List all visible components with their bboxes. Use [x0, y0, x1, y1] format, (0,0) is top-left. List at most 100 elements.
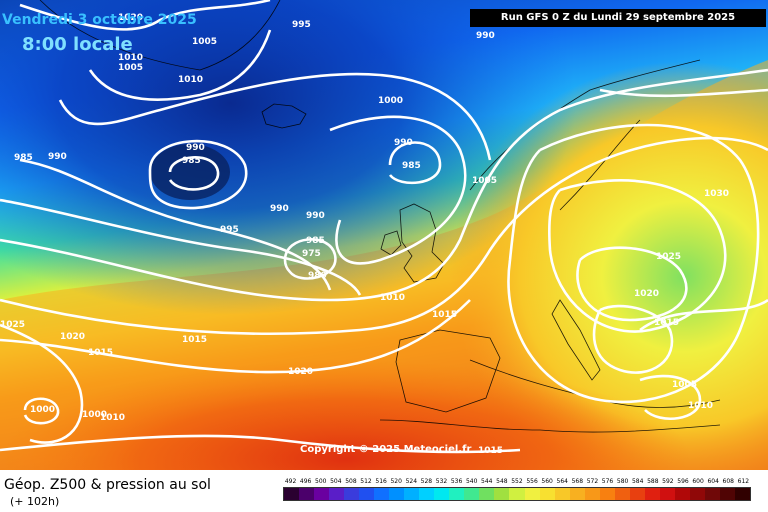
isobar-label: 990	[48, 152, 67, 162]
legend-value: 588	[647, 478, 659, 485]
legend-value: 564	[556, 478, 568, 485]
forecast-hour-label: (+ 102h)	[10, 495, 60, 508]
legend-swatch	[659, 488, 675, 500]
legend-swatch	[344, 488, 360, 500]
isobar-label: 1010	[178, 75, 203, 85]
legend-value: 500	[315, 478, 327, 485]
product-title: Géop. Z500 & pression au sol	[4, 477, 211, 493]
coast-british-isles	[399, 203, 445, 283]
isobar-label: 1000	[82, 410, 107, 420]
isobar-label: 1020	[288, 367, 313, 377]
isobar-1010-south	[0, 434, 521, 454]
legend-swatch	[449, 488, 465, 500]
isobar-980-low	[283, 238, 337, 280]
legend-swatch	[434, 488, 450, 500]
isobar-label: 985	[306, 236, 325, 246]
legend-swatch	[509, 488, 525, 500]
coast-iberia	[395, 329, 501, 413]
isobar-995-band	[0, 198, 362, 296]
isobar-1005-east	[639, 374, 702, 421]
isobar-label: 1015	[88, 348, 113, 358]
legend-swatch	[719, 488, 735, 500]
legend-value: 508	[345, 478, 357, 485]
legend-value: 496	[299, 478, 312, 485]
isobar-label: 1020	[60, 332, 85, 342]
legend-swatch	[284, 488, 300, 500]
legend-value: 600	[692, 478, 704, 485]
legend-value: 552	[511, 478, 523, 485]
isobars	[0, 0, 768, 452]
isobar-label: 985	[402, 161, 421, 171]
z500-hot-zone	[0, 250, 768, 470]
valid-time-title: 8:00 locale	[22, 34, 133, 55]
legend-value: 612	[737, 478, 750, 485]
legend-swatch	[554, 488, 570, 500]
legend-value: 560	[541, 478, 553, 485]
legend-swatch	[614, 488, 630, 500]
isobar-label: 990	[270, 204, 289, 214]
legend-value: 492	[284, 478, 297, 485]
legend-value: 608	[722, 478, 734, 485]
isobar-1000-azores	[23, 397, 60, 425]
isobar-1030-high	[507, 123, 760, 404]
legend-value: 592	[662, 478, 674, 485]
coast-africa	[379, 419, 721, 433]
isobar-label: 990	[306, 211, 325, 221]
isobar-1000-arc	[329, 115, 467, 265]
isobar-label: 1005	[192, 37, 217, 47]
legend-swatch	[464, 488, 480, 500]
isobar-label: 1010	[118, 53, 143, 63]
isobar-985-east	[388, 141, 442, 185]
isobar-label: 1010	[380, 293, 405, 303]
legend-value: 504	[330, 478, 342, 485]
coast-italy	[551, 299, 601, 381]
legend-swatch	[704, 488, 720, 500]
isobar-1020-top	[19, 0, 271, 31]
legend-value: 536	[450, 478, 463, 485]
isobar-1015-east	[639, 298, 768, 332]
isobar-985-low	[168, 156, 220, 191]
legend-swatch	[734, 488, 750, 500]
legend-swatch	[644, 488, 660, 500]
isobar-label: 985	[14, 153, 33, 163]
legend-swatch	[389, 488, 405, 500]
isobar-label: 1025	[0, 320, 25, 330]
isobar-1000-north	[58, 72, 492, 161]
isobar-label: 1000	[378, 96, 403, 106]
legend-value: 516	[375, 478, 387, 485]
legend-swatch	[494, 488, 510, 500]
legend-value: 528	[420, 478, 433, 485]
legend-swatch	[539, 488, 555, 500]
legend-value-labels: 492 496 500 504 508 512 516 520 524 528 532 536 540 5…	[283, 478, 751, 485]
legend-swatch	[689, 488, 705, 500]
legend-swatch	[359, 488, 375, 500]
legend-value: 604	[707, 478, 719, 485]
isobar-label: 990	[186, 143, 205, 153]
isobar-label: 990	[476, 31, 495, 41]
legend-swatch	[314, 488, 330, 500]
isobar-label: 995	[220, 225, 239, 235]
isobar-1005-northeast	[599, 88, 768, 98]
legend-swatch	[569, 488, 585, 500]
isobar-label: 1020	[634, 289, 659, 299]
isobar-label: 1015	[478, 446, 503, 456]
isobar-label: 1025	[656, 252, 681, 262]
forecast-map: 995 1020 1005 1010 1010 1000 990 1005 98…	[0, 0, 768, 470]
coast-greenland	[39, 0, 281, 71]
isobar-1015-mid	[0, 136, 768, 336]
isobar-1015-high	[592, 304, 674, 374]
coast-iceland	[261, 103, 307, 129]
legend-swatch	[599, 488, 615, 500]
legend-swatch	[299, 488, 315, 500]
map-footer: Géop. Z500 & pression au sol (+ 102h) 49…	[0, 470, 768, 512]
isobar-label: 1000	[30, 405, 55, 415]
legend-value: 596	[677, 478, 689, 485]
legend-value: 544	[481, 478, 493, 485]
isobar-1025-high	[548, 179, 727, 333]
isobar-label: 1010	[100, 413, 125, 423]
isobar-label: 1015	[432, 310, 457, 320]
legend-value: 512	[360, 478, 372, 485]
legend-swatch	[404, 488, 420, 500]
isobar-1025-west	[0, 323, 84, 444]
